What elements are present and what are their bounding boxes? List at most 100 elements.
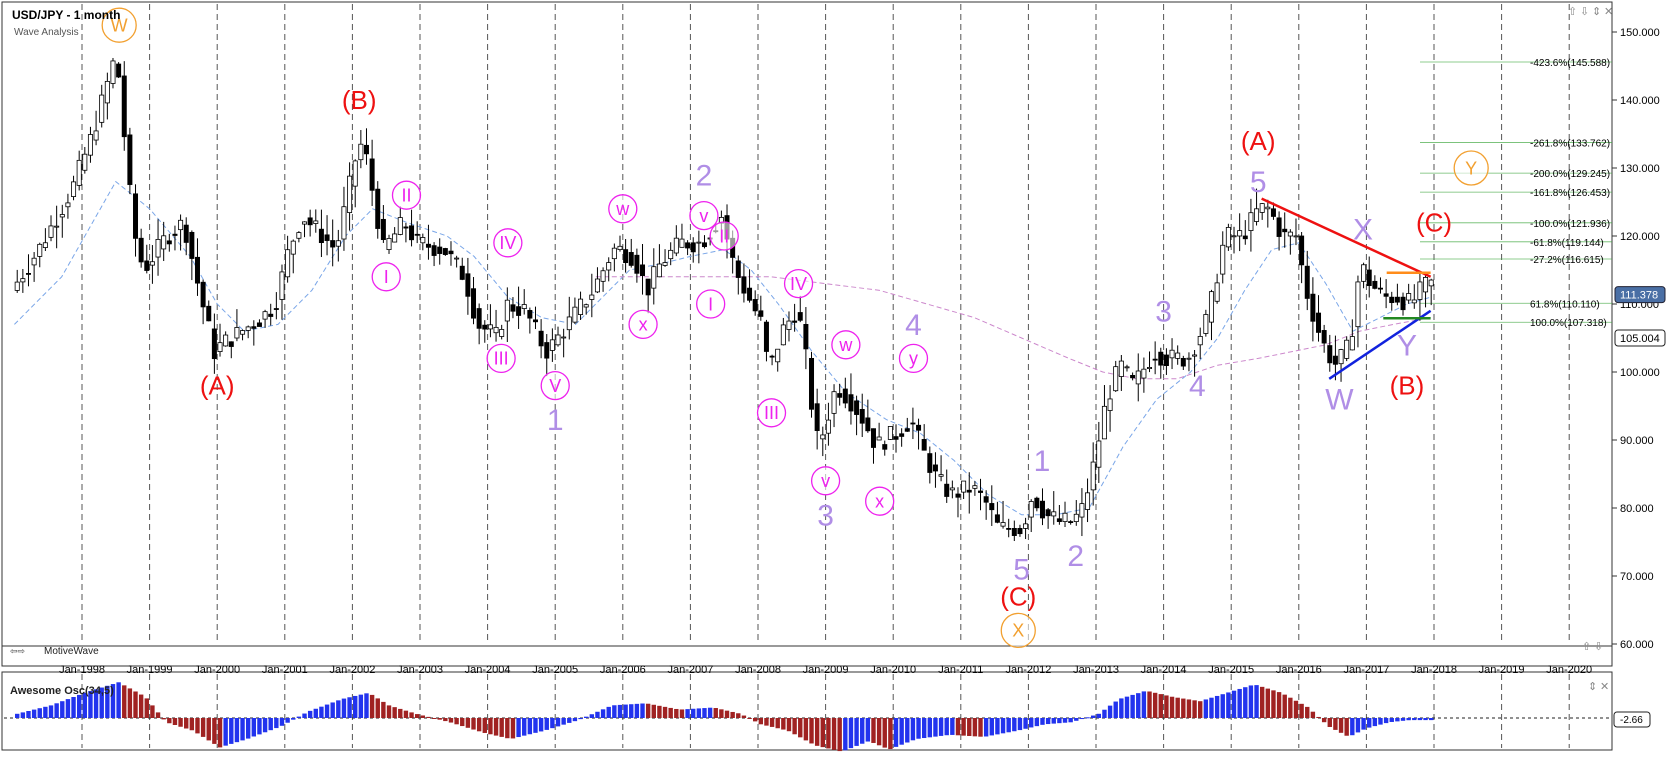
candle bbox=[1208, 291, 1214, 323]
osc-bar bbox=[307, 710, 313, 718]
wave-label: 3 bbox=[1155, 295, 1172, 328]
candle bbox=[978, 490, 984, 493]
candle bbox=[1366, 269, 1372, 287]
time-axis[interactable]: Jan-1998 Jan-1999 Jan-2000 Jan-2001 Jan-2002… bbox=[59, 664, 1592, 676]
osc-bar bbox=[1107, 705, 1113, 718]
candle bbox=[200, 281, 206, 308]
candle bbox=[645, 278, 651, 296]
osc-bar bbox=[668, 707, 673, 718]
candle bbox=[1141, 368, 1147, 379]
window-expand-icon[interactable]: ⇕ bbox=[1592, 6, 1601, 18]
osc-bar bbox=[1040, 718, 1045, 725]
osc-bar bbox=[1085, 717, 1090, 719]
osc-bar bbox=[291, 718, 296, 720]
wave-label: X bbox=[1353, 214, 1373, 247]
trendline-blue-support[interactable] bbox=[1328, 309, 1432, 380]
osc-close-icon[interactable]: ✕ bbox=[1600, 681, 1609, 693]
osc-bar bbox=[138, 694, 144, 718]
candle bbox=[1304, 265, 1310, 299]
osc-controls[interactable]: ⇕ ✕ bbox=[1588, 681, 1609, 693]
candle bbox=[1169, 349, 1175, 359]
wave-label: 5 bbox=[1013, 554, 1030, 587]
trendlines[interactable] bbox=[1261, 197, 1432, 380]
y-tick-label: 130.000 bbox=[1620, 163, 1660, 175]
candle bbox=[285, 249, 291, 278]
osc-bar bbox=[82, 692, 88, 718]
osc-bar bbox=[820, 718, 825, 748]
candle bbox=[1265, 206, 1271, 210]
window-down-icon[interactable]: ⇩ bbox=[1580, 6, 1589, 18]
candle bbox=[1417, 281, 1423, 300]
candle bbox=[1411, 299, 1417, 304]
osc-bar bbox=[375, 698, 380, 718]
window-controls[interactable]: ⇧ ⇩ ⇕ ✕ bbox=[1568, 6, 1613, 18]
osc-expand-icon[interactable]: ⇕ bbox=[1588, 681, 1597, 693]
osc-bar bbox=[764, 718, 769, 726]
osc-bar bbox=[1164, 695, 1169, 718]
candle bbox=[690, 242, 696, 253]
oscillator-pane[interactable] bbox=[4, 682, 1612, 752]
osc-bar bbox=[555, 718, 561, 727]
scroll-controls[interactable]: ⇧ ⇩ bbox=[1582, 641, 1603, 653]
candle bbox=[1400, 296, 1406, 311]
osc-bar bbox=[702, 708, 707, 718]
osc-bar bbox=[871, 718, 876, 743]
wave-label: V bbox=[549, 376, 561, 396]
candle bbox=[1017, 528, 1023, 535]
close-icon[interactable]: ✕ bbox=[1604, 6, 1613, 18]
candle bbox=[1028, 501, 1034, 518]
candle bbox=[572, 306, 578, 323]
candle bbox=[296, 232, 302, 239]
wave-label: (A) bbox=[200, 371, 235, 401]
trendline-red-resistance[interactable] bbox=[1261, 197, 1432, 278]
osc-bar bbox=[927, 718, 933, 738]
osc-bar bbox=[48, 705, 54, 718]
osc-bar bbox=[1124, 696, 1130, 718]
osc-bar bbox=[296, 716, 302, 718]
window-up-icon[interactable]: ⇧ bbox=[1568, 6, 1577, 18]
candle bbox=[93, 130, 99, 141]
osc-bar bbox=[696, 708, 702, 718]
candle bbox=[206, 305, 212, 322]
nav-left-icon[interactable]: ⇦⇨ bbox=[10, 646, 26, 656]
osc-bar bbox=[972, 718, 978, 737]
candle bbox=[927, 453, 933, 473]
price-axis[interactable]: 60.00070.00080.00090.000100.000110.00012… bbox=[1612, 27, 1666, 651]
candle bbox=[893, 436, 899, 440]
osc-bar bbox=[110, 684, 116, 718]
osc-bar bbox=[392, 707, 397, 718]
osc-bar bbox=[1355, 718, 1361, 733]
osc-bar bbox=[1423, 718, 1428, 721]
candle bbox=[1118, 360, 1124, 377]
osc-bar bbox=[1090, 715, 1096, 718]
candle bbox=[335, 240, 341, 247]
candle bbox=[363, 144, 369, 155]
scroll-up-icon[interactable]: ⇧ bbox=[1582, 641, 1591, 653]
wave-label: w bbox=[615, 199, 630, 219]
candle bbox=[1394, 296, 1400, 303]
osc-bar bbox=[26, 711, 31, 718]
osc-bar bbox=[781, 718, 786, 730]
candle bbox=[37, 243, 43, 257]
candle bbox=[166, 240, 172, 245]
osc-bar bbox=[1412, 718, 1417, 721]
candle bbox=[1327, 345, 1333, 364]
osc-bar bbox=[65, 699, 71, 718]
osc-bar bbox=[938, 718, 944, 736]
osc-bar bbox=[1406, 718, 1411, 721]
candle bbox=[1175, 352, 1181, 359]
osc-bar bbox=[651, 704, 656, 718]
candle bbox=[1349, 336, 1355, 351]
candle bbox=[1192, 354, 1198, 357]
candle bbox=[527, 310, 533, 319]
candle bbox=[256, 322, 262, 327]
osc-bar bbox=[865, 718, 871, 742]
candle bbox=[127, 134, 133, 185]
scroll-down-icon[interactable]: ⇩ bbox=[1594, 641, 1603, 653]
candle bbox=[313, 220, 319, 224]
osc-bar bbox=[538, 718, 544, 732]
osc-bar bbox=[313, 708, 318, 718]
osc-bar bbox=[482, 718, 487, 733]
candle bbox=[431, 245, 437, 256]
